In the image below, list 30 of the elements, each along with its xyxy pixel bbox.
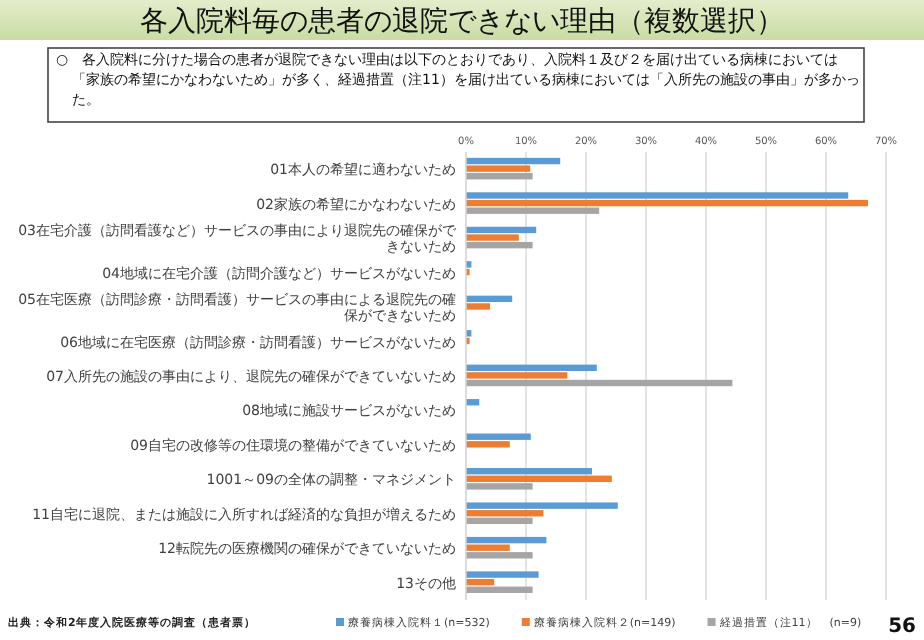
bar	[466, 578, 495, 586]
bar	[466, 241, 533, 249]
bar	[466, 372, 568, 379]
bar	[466, 226, 537, 234]
bar	[466, 234, 519, 241]
bar	[466, 364, 597, 371]
bar	[466, 517, 533, 525]
text: 56	[888, 616, 917, 638]
bar	[466, 192, 849, 199]
bar	[466, 586, 533, 593]
bar	[466, 303, 490, 310]
bar	[466, 544, 510, 551]
chart-title: 各入院料毎の患者の退院できない理由（複数選択）	[140, 6, 784, 38]
bar	[466, 467, 592, 475]
bar	[466, 475, 612, 482]
bar	[466, 571, 539, 578]
bar	[466, 441, 510, 448]
bar	[466, 295, 513, 303]
bar	[466, 157, 561, 165]
bar	[466, 502, 618, 509]
bar	[466, 433, 531, 440]
bar	[466, 552, 533, 559]
bar	[466, 199, 868, 207]
bar	[466, 510, 544, 517]
bar	[466, 483, 533, 490]
bar	[466, 536, 547, 544]
bar	[466, 379, 733, 387]
bar	[466, 165, 531, 172]
bar	[466, 207, 600, 214]
bar	[466, 173, 533, 180]
